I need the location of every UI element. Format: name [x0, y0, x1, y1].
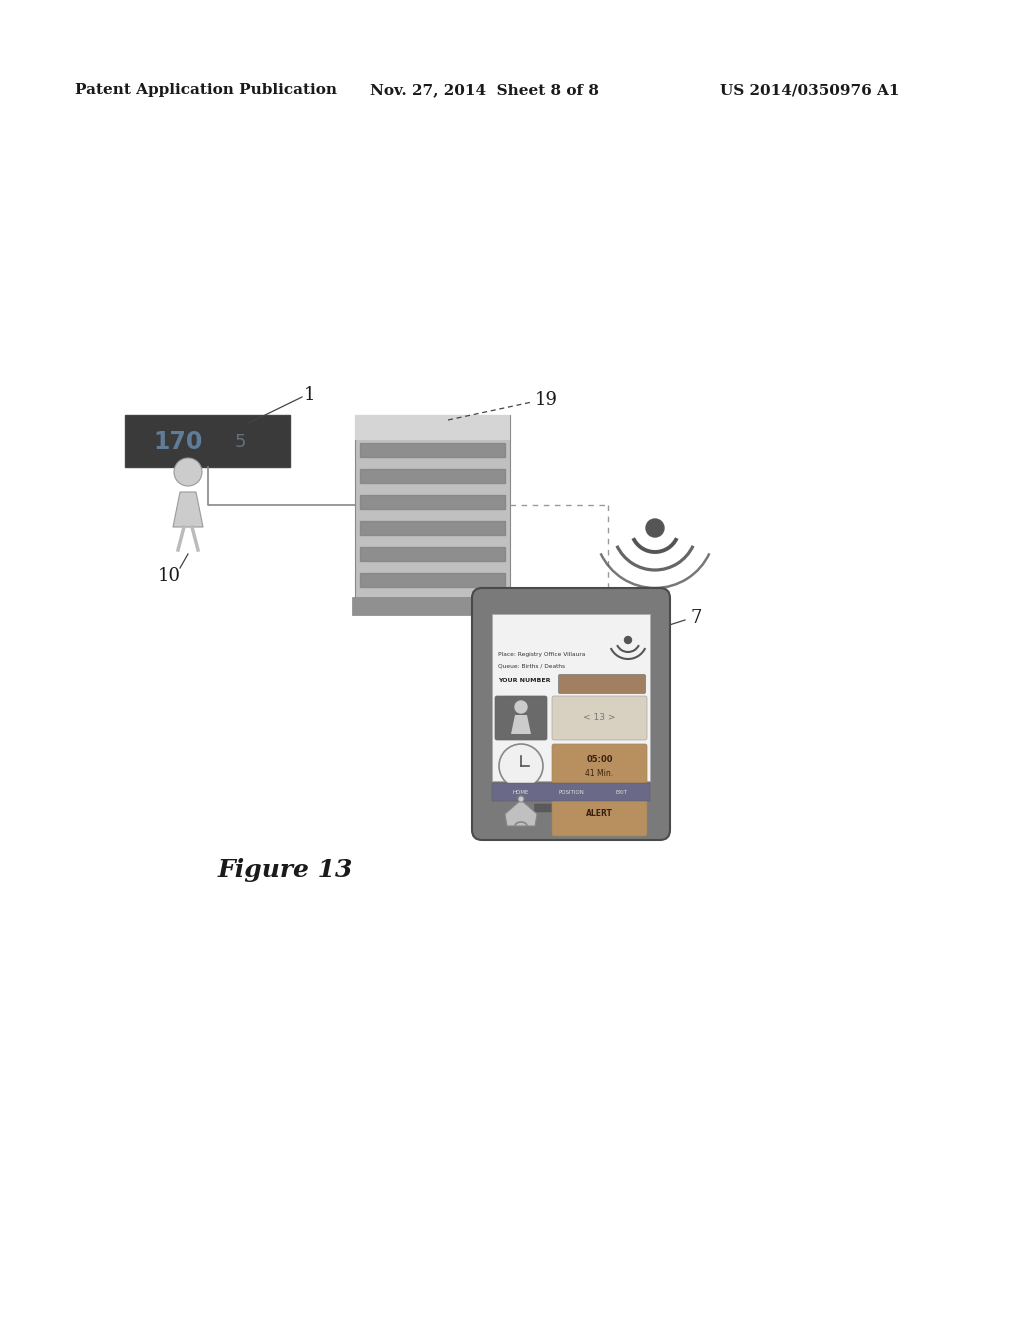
Text: 7: 7	[690, 609, 701, 627]
Text: YOUR NUMBER: YOUR NUMBER	[498, 678, 551, 682]
FancyBboxPatch shape	[125, 414, 290, 467]
FancyBboxPatch shape	[492, 614, 650, 781]
FancyBboxPatch shape	[355, 414, 510, 605]
Circle shape	[518, 796, 524, 803]
Circle shape	[499, 744, 543, 788]
Text: 5: 5	[234, 433, 246, 451]
Circle shape	[646, 519, 664, 537]
FancyBboxPatch shape	[558, 675, 645, 693]
Text: 19: 19	[535, 391, 558, 409]
FancyBboxPatch shape	[492, 783, 650, 801]
FancyBboxPatch shape	[552, 792, 647, 836]
Circle shape	[174, 458, 202, 486]
FancyBboxPatch shape	[495, 696, 547, 741]
Text: 41 Min.: 41 Min.	[586, 770, 613, 779]
FancyBboxPatch shape	[352, 597, 513, 615]
Text: Figure 13: Figure 13	[217, 858, 352, 882]
Text: 10: 10	[158, 568, 181, 585]
FancyBboxPatch shape	[355, 414, 510, 440]
Polygon shape	[511, 715, 531, 734]
Circle shape	[515, 701, 527, 713]
Text: ALERT: ALERT	[586, 809, 613, 818]
Text: HOME: HOME	[512, 789, 528, 795]
Text: POSITION: POSITION	[558, 789, 584, 795]
Text: Place: Registry Office Villaura: Place: Registry Office Villaura	[498, 652, 586, 657]
Text: Queue: Births / Deaths: Queue: Births / Deaths	[498, 663, 565, 668]
Text: 170: 170	[154, 430, 203, 454]
Polygon shape	[173, 492, 203, 527]
FancyBboxPatch shape	[552, 696, 647, 741]
Text: Patent Application Publication: Patent Application Publication	[75, 83, 337, 96]
Text: < 13 >: < 13 >	[584, 714, 615, 722]
FancyBboxPatch shape	[552, 744, 647, 788]
FancyBboxPatch shape	[535, 804, 607, 812]
FancyBboxPatch shape	[472, 587, 670, 840]
Text: US 2014/0350976 A1: US 2014/0350976 A1	[720, 83, 899, 96]
Text: EXIT: EXIT	[615, 789, 628, 795]
Text: 05:00: 05:00	[587, 755, 612, 764]
Text: Nov. 27, 2014  Sheet 8 of 8: Nov. 27, 2014 Sheet 8 of 8	[370, 83, 599, 96]
Text: 1: 1	[304, 385, 315, 404]
Circle shape	[625, 636, 632, 644]
Polygon shape	[505, 800, 537, 826]
